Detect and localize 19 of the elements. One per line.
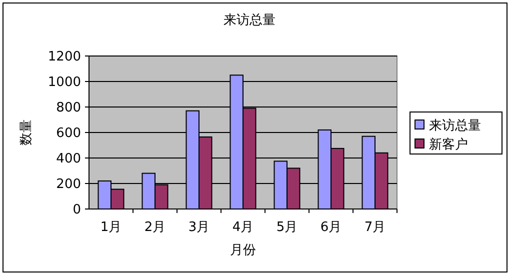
y-tick-label: 800	[56, 100, 81, 116]
x-tick-label: 1月	[100, 220, 122, 235]
x-tick-label: 4月	[232, 220, 254, 235]
y-tick-label: 1200	[48, 50, 81, 65]
y-tick-label: 0	[72, 202, 81, 218]
x-axis-title: 月份	[230, 243, 256, 258]
legend-label: 来访总量	[429, 118, 481, 134]
x-tick-label: 6月	[320, 220, 342, 235]
y-tick-label: 200	[56, 177, 81, 192]
y-tick-label: 600	[56, 126, 81, 142]
x-tick-label: 2月	[144, 220, 166, 235]
x-tick-label: 5月	[276, 220, 298, 235]
chart-title: 来访总量	[224, 12, 276, 28]
x-tick-label: 7月	[364, 220, 386, 235]
legend-label: 新客户	[429, 136, 468, 153]
y-axis-title: 数量	[19, 120, 34, 146]
x-tick-label: 3月	[188, 220, 210, 235]
y-tick-label: 400	[56, 152, 81, 167]
y-tick-label: 1000	[48, 75, 81, 90]
